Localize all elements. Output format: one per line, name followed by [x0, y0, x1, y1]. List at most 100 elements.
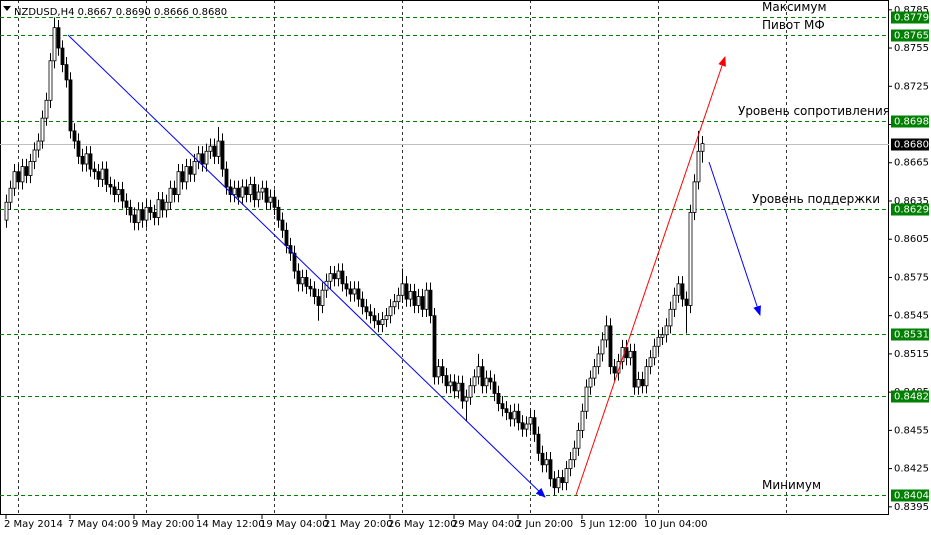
y-tick-label: 0.8455 [894, 425, 929, 436]
y-tick-label: 0.8545 [894, 311, 929, 322]
candle-body [88, 153, 93, 170]
candle-body [36, 140, 41, 151]
level-name: Уровень сопротивления [738, 104, 890, 118]
candle-body [396, 294, 401, 303]
candle-body [612, 366, 617, 374]
candle-body [72, 130, 77, 142]
x-tick-label: 29 May 04:00 [452, 519, 521, 530]
candle-body [508, 412, 513, 420]
candle-body [64, 64, 69, 81]
candle-body [696, 150, 701, 183]
candle-body [520, 422, 525, 430]
candle-body [436, 366, 441, 378]
candle-body [184, 166, 189, 183]
candle-body [488, 377, 493, 383]
candle-body [628, 350, 633, 359]
level-name: Минимум [762, 478, 821, 492]
candle-body [544, 459, 549, 466]
candle-body [160, 199, 165, 211]
candle-body [448, 381, 453, 387]
candle-body [204, 150, 209, 165]
candle-body [604, 325, 609, 341]
candle-body [328, 273, 333, 282]
candle-body [316, 296, 321, 306]
candle-body [104, 168, 109, 185]
candle-body [484, 377, 489, 387]
candle-body [224, 168, 229, 188]
candle-body [384, 315, 389, 320]
current-price-label: 0.8680 [894, 140, 929, 151]
candle-body [552, 478, 557, 489]
candle-body [496, 393, 501, 405]
candle-body [540, 452, 545, 466]
candle-body [512, 410, 517, 420]
candle-body [268, 196, 273, 203]
level-tag [891, 203, 929, 216]
trend-arrow [67, 34, 546, 498]
candle-body [376, 320, 381, 325]
candle-body [700, 143, 705, 152]
y-tick-label: 0.8395 [894, 502, 929, 513]
x-tick-label: 10 Jun 04:00 [644, 519, 708, 530]
candle-body [236, 187, 241, 198]
candle-body [588, 377, 593, 388]
candle-body [532, 417, 537, 435]
candle-body [340, 270, 345, 285]
level-tag-label: 0.8482 [894, 392, 929, 403]
candle-body [212, 145, 217, 157]
candle-body [524, 423, 529, 430]
candle-body [560, 477, 565, 484]
level-tag-label: 0.8779 [894, 13, 929, 24]
candle-body [52, 27, 57, 62]
candle-body [240, 186, 245, 198]
candle-body [124, 200, 129, 208]
candle-body [424, 289, 429, 310]
candle-body [272, 196, 277, 208]
candle-body [420, 296, 425, 310]
candle-body [108, 184, 113, 188]
candle-body [84, 153, 89, 165]
y-tick-label: 0.8635 [894, 196, 929, 207]
level-name: Уровень поддержки [752, 192, 880, 206]
candle-body [96, 171, 101, 180]
y-tick-label: 0.8665 [894, 158, 929, 169]
candle-body [548, 459, 553, 480]
candle-body [580, 410, 585, 431]
x-tick-label: 14 May 12:00 [196, 519, 265, 530]
candle-body [452, 381, 457, 392]
trend-arrow [708, 161, 761, 316]
grid [18, 0, 787, 515]
x-tick-label: 19 May 04:00 [260, 519, 329, 530]
candle-body [92, 168, 97, 173]
candle-body [360, 298, 365, 308]
current-price-tag [891, 138, 929, 151]
candle-body [408, 291, 413, 300]
candle-body [352, 288, 357, 295]
level-tag-label: 0.8629 [894, 205, 929, 216]
candle-body [220, 140, 225, 170]
candle-body [200, 153, 205, 165]
candle-body [444, 375, 449, 387]
candle-body [356, 288, 361, 300]
candle-body [492, 381, 497, 394]
candle-body [676, 283, 681, 296]
level-tag [891, 11, 929, 24]
candle-body [596, 353, 601, 368]
candle-body [572, 447, 577, 461]
candle-body [188, 166, 193, 175]
candle-body [336, 270, 341, 280]
candle-body [24, 166, 29, 176]
candle-body [100, 168, 105, 180]
candle-body [536, 433, 541, 454]
candle-body [48, 60, 53, 101]
candles [4, 17, 705, 496]
candle-body [632, 350, 637, 388]
candle-body [528, 417, 533, 425]
candle-body [504, 408, 509, 413]
candle-body [216, 140, 221, 157]
level-name: Пивот МФ [762, 18, 825, 32]
candle-body [644, 366, 649, 387]
candle-body [308, 285, 313, 290]
candle-body [156, 199, 161, 218]
